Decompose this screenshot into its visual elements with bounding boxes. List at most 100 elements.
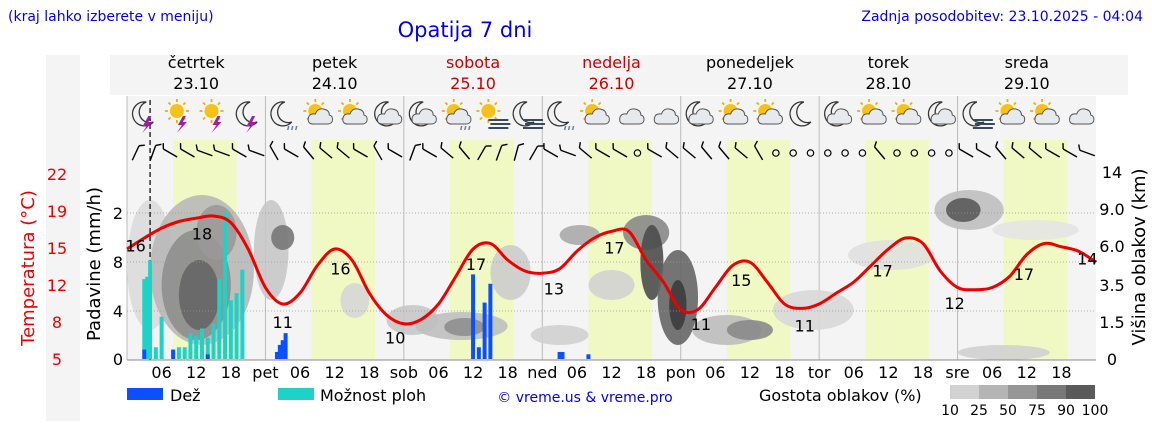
rain-legend-swatch [127,388,163,400]
shower-legend-label: Možnost ploh [320,386,426,405]
wind-barb [1028,141,1043,159]
wind-barb-shaft [180,148,195,158]
wind-barb [995,141,1007,160]
day-name: sobota [446,53,500,72]
wind-barb-shaft [249,149,265,157]
wind-barb-flag [422,143,424,150]
cloud-shape [896,108,922,125]
x-tick-label: 18 [913,363,933,382]
shower-bar [228,300,233,359]
cloud-shape [999,108,1026,125]
cloud-shape [826,108,853,125]
cloud-icon [653,108,680,125]
day-name: četrtek [168,53,226,72]
day-date: 28.10 [865,74,911,93]
shower-bar [211,323,216,359]
moon-cloud-icon [685,101,714,127]
rain-bar [283,333,288,359]
menu-hint[interactable]: (kraj lahko izberete v meniju) [8,9,214,25]
wind-barb [131,144,145,161]
wind-barb-flag [247,144,250,151]
cloud-shape [722,108,749,125]
sun-cloud-icon [337,99,368,125]
wind-barb [162,143,178,158]
wind-barb-shaft [543,148,559,158]
rain-bar [274,351,279,359]
sun-shape [204,104,219,118]
temperature-tick: 15 [47,239,67,258]
days-header-band [110,55,1128,95]
wind-barb [1045,143,1061,158]
sun-ray [736,101,740,106]
wind-barb-shaft [353,148,368,158]
cloud-blob [847,240,935,270]
wind-barb-shaft [269,145,279,161]
copyright-link[interactable]: © vreme.us & vreme.pro [497,390,672,406]
wind-barb-shaft [513,145,520,161]
wind-barb-flag [958,143,960,150]
wind-barb-shaft [995,146,1007,160]
sun-cloud-icon [995,99,1026,125]
wind-barb-flag [458,141,462,148]
wind-barb-shaft [197,149,213,157]
wind-barb-shaft [718,146,730,160]
sun-ray [1013,101,1017,106]
cloud-shape [930,108,956,125]
lightning-shape [246,116,257,133]
wind-barb-shaft [1062,148,1078,158]
x-tick-label: 12 [740,363,760,382]
cloud-density-legend-label: Gostota oblakov (%) [759,386,922,405]
wind-calm-circle [858,149,867,157]
x-tick-label: 12 [463,363,483,382]
day-name: petek [312,53,358,72]
wind-barb [269,140,279,161]
wind-barb-shaft [232,148,247,158]
wind-barb-shaft [162,148,178,158]
x-tick-label: 12 [324,363,344,382]
x-tick-label: 18 [774,363,794,382]
shower-bar [240,269,245,359]
x-tick-label: 06 [844,363,864,382]
temperature-tick: 22 [47,165,67,184]
wind-barb-flag [665,141,668,148]
wind-barb-shaft [440,147,454,159]
drizzle-shape [460,125,471,131]
cloud-density-swatch [1066,385,1095,399]
wind-barb-flag [734,141,737,148]
wind-barb-shaft [131,145,140,161]
wind-barb-flag [1028,141,1031,148]
temperature-label: 11 [273,313,293,332]
cloud-height-tick: 3.5 [1099,276,1124,295]
cloud-blob [559,225,600,245]
cloud-shape [619,108,645,125]
shower-bar [159,316,164,359]
day-name: sreda [1005,53,1049,72]
wind-barb-shaft [529,145,539,161]
wind-barb [458,141,471,160]
shower-bar [145,276,150,359]
x-tick-label: pet [252,363,278,382]
sun-ray [306,101,310,106]
lightning-shape [211,116,222,133]
precipitation-axis-label: Padavine (mm/h) [84,187,105,341]
sun-cloud-icon [1030,99,1060,125]
x-tick-label: 06 [290,363,310,382]
moon-fog-icon [962,101,995,129]
sun-ray [494,101,498,106]
wind-barb [1011,141,1025,159]
wind-barb-shaft [1011,147,1025,159]
sun-ray [597,101,602,106]
wind-calm-circle [945,149,953,157]
x-tick-label: 12 [601,363,621,382]
cloud-blob [444,318,485,336]
cloud-shape [376,108,403,125]
wind-barb-flag [753,140,759,147]
cloud-shape [688,108,714,125]
wind-barb-shaft [958,148,974,158]
cloud-blob [640,225,664,300]
sun-fog-icon [476,99,511,129]
precipitation-bars [142,210,591,359]
left-panel [46,55,80,421]
temperature-label: 16 [330,260,350,279]
